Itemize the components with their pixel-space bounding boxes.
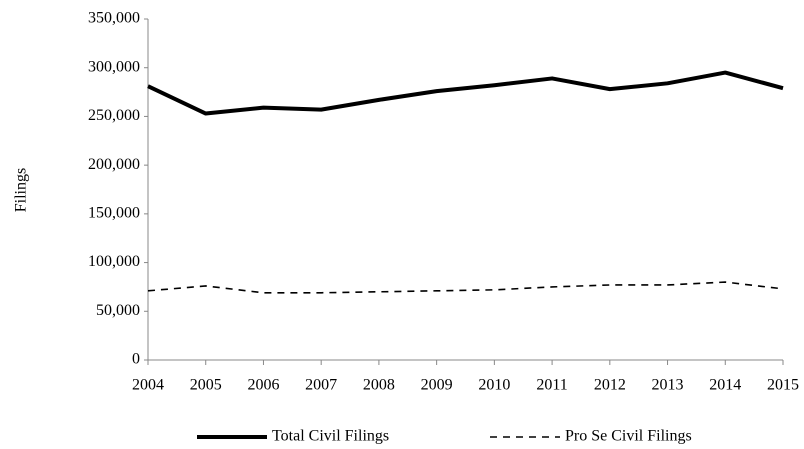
- y-tick-label: 250,000: [88, 107, 140, 124]
- series-line: [147, 70, 784, 116]
- y-tick-label: 350,000: [88, 10, 140, 27]
- series-line: [147, 281, 784, 294]
- x-tick-label: 2015: [767, 377, 799, 394]
- x-tick-label: 2011: [536, 377, 567, 394]
- x-tick-label: 2007: [305, 377, 337, 394]
- x-tick-label: 2014: [709, 377, 741, 394]
- x-tick-label: 2008: [363, 377, 395, 394]
- y-tick-label: 100,000: [88, 253, 140, 270]
- legend-label: Pro Se Civil Filings: [565, 428, 692, 445]
- legend-label: Total Civil Filings: [272, 428, 389, 445]
- x-tick-label: 2005: [190, 377, 222, 394]
- x-tick-label: 2010: [478, 377, 510, 394]
- y-tick-label: 200,000: [88, 156, 140, 173]
- y-tick-label: 300,000: [88, 58, 140, 75]
- y-tick-label: 50,000: [96, 302, 140, 319]
- x-tick-label: 2013: [652, 377, 684, 394]
- x-tick-label: 2009: [421, 377, 453, 394]
- x-tick-label: 2006: [247, 377, 279, 394]
- y-axis-label: Filings: [13, 168, 30, 212]
- y-tick-label: 150,000: [88, 205, 140, 222]
- x-tick-label: 2004: [132, 377, 164, 394]
- y-tick-label: 0: [132, 351, 140, 368]
- x-tick-label: 2012: [594, 377, 626, 394]
